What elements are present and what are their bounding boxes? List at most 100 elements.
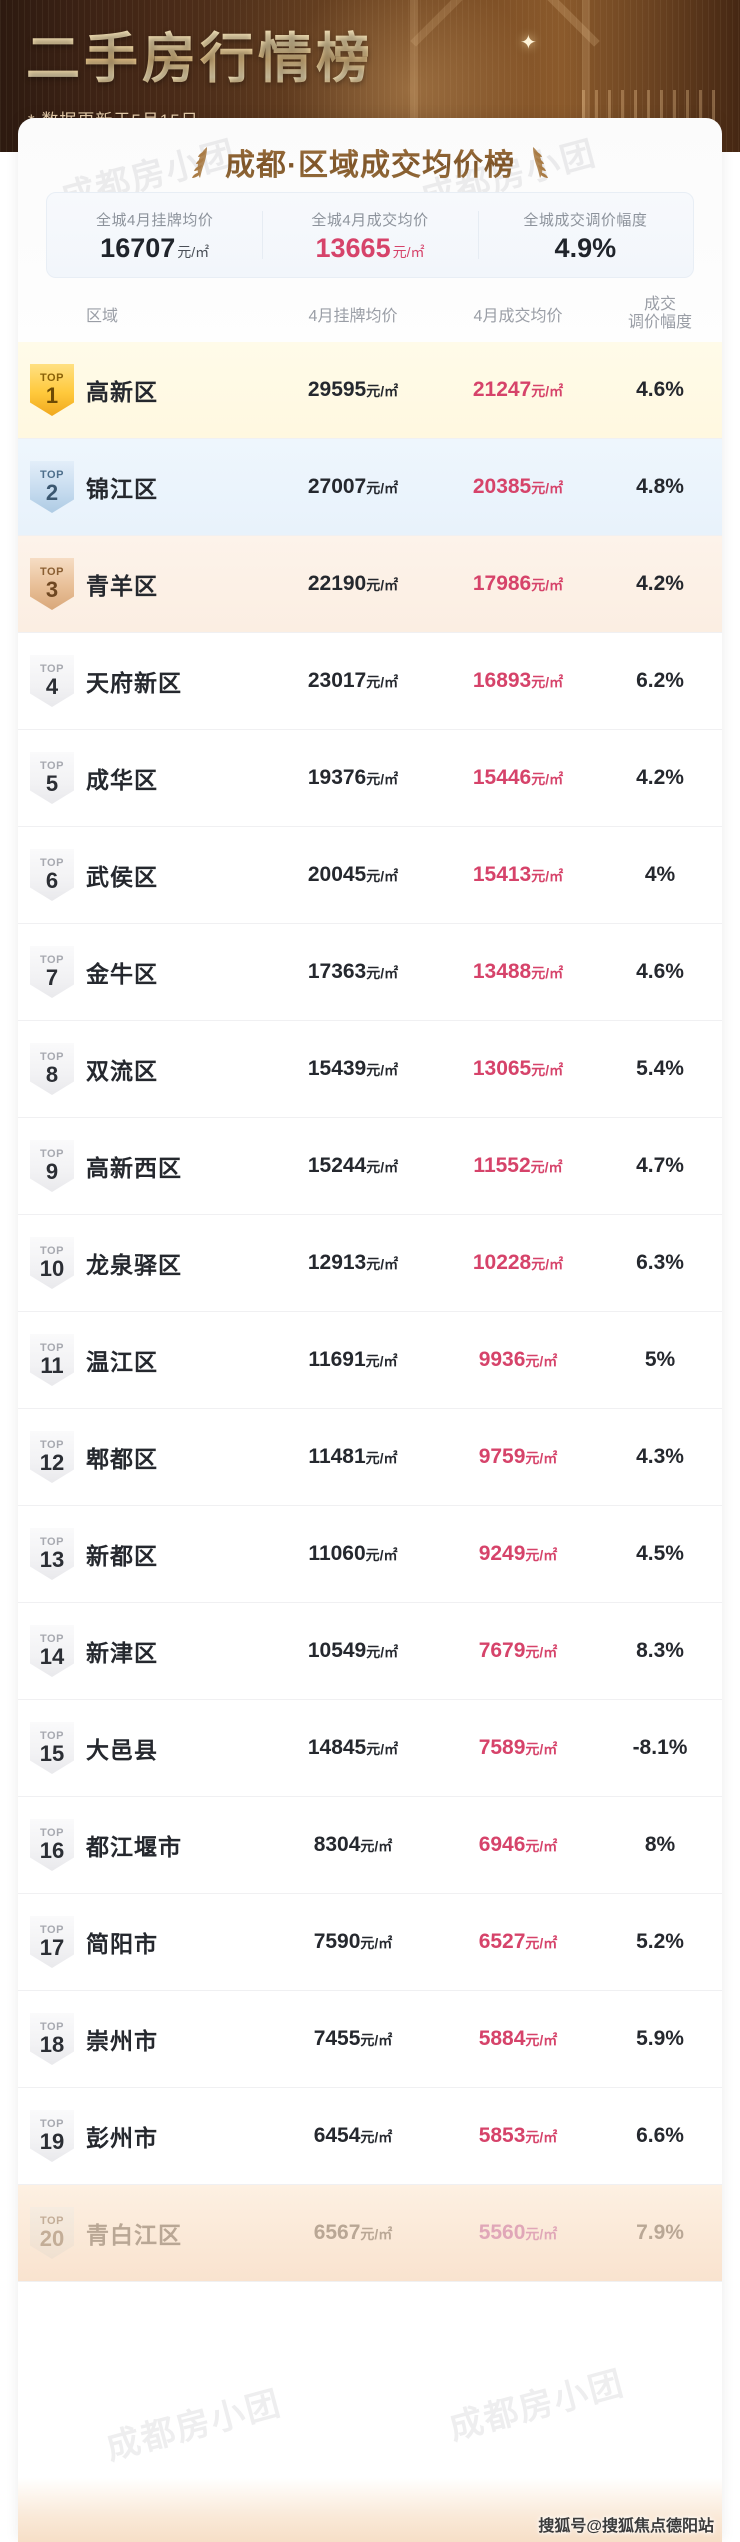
rank-badge: TOP 5 xyxy=(30,752,74,804)
deal-price-unit: 元/㎡ xyxy=(531,674,564,690)
listing-price: 23017元/㎡ xyxy=(268,669,438,693)
listing-price-unit: 元/㎡ xyxy=(366,674,399,690)
rank-badge-label: TOP xyxy=(40,857,64,869)
listing-price-unit: 元/㎡ xyxy=(366,1741,399,1757)
table-row[interactable]: TOP 4 天府新区 23017元/㎡ 16893元/㎡ 6.2% xyxy=(18,633,722,730)
rank-badge: TOP 16 xyxy=(30,1819,74,1871)
price-change-rate: 4.8% xyxy=(636,475,684,498)
area-name: 龙泉驿区 xyxy=(86,1252,182,1278)
deal-price-unit: 元/㎡ xyxy=(531,383,564,399)
price-change-rate: 4.6% xyxy=(636,960,684,983)
listing-price-value: 29595 xyxy=(307,378,367,401)
price-change-rate: 4.6% xyxy=(636,378,684,401)
rank-cell: TOP 14 xyxy=(18,1625,86,1677)
deal-price: 20385元/㎡ xyxy=(438,475,598,499)
deal-price-value: 13065 xyxy=(472,1057,532,1080)
table-row[interactable]: TOP 2 锦江区 27007元/㎡ 20385元/㎡ 4.8% xyxy=(18,439,722,536)
ranking-card: 成都房小团 成都房小团 成都房小团 成都房小团 成都房小团 成都房小团 成都房小… xyxy=(18,118,722,2542)
deal-price-value: 6946 xyxy=(478,1833,526,1856)
table-row[interactable]: TOP 15 大邑县 14845元/㎡ 7589元/㎡ -8.1% xyxy=(18,1700,722,1797)
listing-price: 7455元/㎡ xyxy=(268,2027,438,2051)
deal-price-value: 16893 xyxy=(472,669,532,692)
rank-badge-label: TOP xyxy=(40,1245,64,1257)
rank-cell: TOP 13 xyxy=(18,1528,86,1580)
listing-price-unit: 元/㎡ xyxy=(360,1838,393,1854)
listing-price: 11691元/㎡ xyxy=(268,1348,438,1372)
rank-badge-label: TOP xyxy=(40,1051,64,1063)
table-row[interactable]: TOP 5 成华区 19376元/㎡ 15446元/㎡ 4.2% xyxy=(18,730,722,827)
rank-cell: TOP 12 xyxy=(18,1431,86,1483)
rank-badge-label: TOP xyxy=(40,1342,64,1354)
rank-badge: TOP 11 xyxy=(30,1334,74,1386)
header-deal-price: 4月成交均价 xyxy=(473,308,563,325)
deal-price-unit: 元/㎡ xyxy=(531,965,564,981)
deal-price: 17986元/㎡ xyxy=(438,572,598,596)
deal-price: 16893元/㎡ xyxy=(438,669,598,693)
rank-cell: TOP 8 xyxy=(18,1043,86,1095)
listing-price: 11481元/㎡ xyxy=(268,1445,438,1469)
rank-badge-label: TOP xyxy=(40,1439,64,1451)
stat-label: 全城4月成交均价 xyxy=(311,211,429,229)
deal-price: 21247元/㎡ xyxy=(438,378,598,402)
deal-price: 5884元/㎡ xyxy=(438,2027,598,2051)
table-row[interactable]: TOP 10 龙泉驿区 12913元/㎡ 10228元/㎡ 6.3% xyxy=(18,1215,722,1312)
table-row[interactable]: TOP 16 都江堰市 8304元/㎡ 6946元/㎡ 8% xyxy=(18,1797,722,1894)
price-change-rate: -8.1% xyxy=(632,1736,688,1759)
listing-price-value: 23017 xyxy=(307,669,367,692)
listing-price-value: 8304 xyxy=(313,1833,361,1856)
table-row[interactable]: TOP 18 崇州市 7455元/㎡ 5884元/㎡ 5.9% xyxy=(18,1991,722,2088)
listing-price: 22190元/㎡ xyxy=(268,572,438,596)
rank-badge-number: 8 xyxy=(45,1062,59,1087)
table-row[interactable]: TOP 12 郫都区 11481元/㎡ 9759元/㎡ 4.3% xyxy=(18,1409,722,1506)
header-price-change-line2: 调价幅度 xyxy=(627,314,692,331)
area-name: 简阳市 xyxy=(86,1931,158,1957)
table-row[interactable]: TOP 9 高新西区 15244元/㎡ 11552元/㎡ 4.7% xyxy=(18,1118,722,1215)
listing-price-unit: 元/㎡ xyxy=(366,1062,399,1078)
rank-badge-number: 13 xyxy=(39,1547,65,1572)
rank-cell: TOP 20 xyxy=(18,2207,86,2259)
rank-badge: TOP 9 xyxy=(30,1140,74,1192)
table-row[interactable]: TOP 3 青羊区 22190元/㎡ 17986元/㎡ 4.2% xyxy=(18,536,722,633)
house-outline-icon xyxy=(410,0,590,152)
table-row[interactable]: TOP 19 彭州市 6454元/㎡ 5853元/㎡ 6.6% xyxy=(18,2088,722,2185)
price-change-rate: 7.9% xyxy=(636,2221,684,2244)
table-row[interactable]: TOP 20 青白江区 6567元/㎡ 5560元/㎡ 7.9% xyxy=(18,2185,722,2282)
stat-unit: 元/㎡ xyxy=(177,243,210,260)
listing-price: 15439元/㎡ xyxy=(268,1057,438,1081)
table-row[interactable]: TOP 11 温江区 11691元/㎡ 9936元/㎡ 5% xyxy=(18,1312,722,1409)
deal-price: 10228元/㎡ xyxy=(438,1251,598,1275)
table-row[interactable]: TOP 13 新都区 11060元/㎡ 9249元/㎡ 4.5% xyxy=(18,1506,722,1603)
listing-price-value: 14845 xyxy=(307,1736,367,1759)
table-row[interactable]: TOP 17 简阳市 7590元/㎡ 6527元/㎡ 5.2% xyxy=(18,1894,722,1991)
table-row[interactable]: TOP 1 高新区 29595元/㎡ 21247元/㎡ 4.6% xyxy=(18,342,722,439)
rank-badge-number: 2 xyxy=(45,480,59,505)
rank-badge-number: 16 xyxy=(39,1838,65,1863)
deal-price-unit: 元/㎡ xyxy=(531,771,564,787)
area-name: 彭州市 xyxy=(86,2125,158,2151)
rank-badge-number: 5 xyxy=(45,771,59,796)
area-name: 锦江区 xyxy=(86,476,158,502)
footer-watermark: 搜狐号@搜狐焦点德阳站 xyxy=(538,2518,714,2535)
price-change-rate: 4.5% xyxy=(636,1542,684,1565)
header-area: 区域 xyxy=(86,308,119,325)
listing-price-value: 11060 xyxy=(308,1542,366,1565)
table-header: 区域 4月挂牌均价 4月成交均价 成交 调价幅度 xyxy=(18,286,722,342)
table-row[interactable]: TOP 7 金牛区 17363元/㎡ 13488元/㎡ 4.6% xyxy=(18,924,722,1021)
deal-price: 6527元/㎡ xyxy=(438,1930,598,1954)
rank-cell: TOP 11 xyxy=(18,1334,86,1386)
table-row[interactable]: TOP 14 新津区 10549元/㎡ 7679元/㎡ 8.3% xyxy=(18,1603,722,1700)
wheat-left-icon xyxy=(192,147,207,178)
price-change-rate: 4% xyxy=(644,863,676,886)
rank-badge-number: 20 xyxy=(39,2226,65,2251)
table-row[interactable]: TOP 6 武侯区 20045元/㎡ 15413元/㎡ 4% xyxy=(18,827,722,924)
area-name: 成华区 xyxy=(86,767,158,793)
deal-price-value: 5560 xyxy=(478,2221,526,2244)
listing-price-unit: 元/㎡ xyxy=(366,577,399,593)
deal-price-unit: 元/㎡ xyxy=(531,868,564,884)
stat-label: 全城4月挂牌均价 xyxy=(95,211,214,229)
listing-price-value: 17363 xyxy=(307,960,367,983)
price-change-rate: 6.2% xyxy=(636,669,684,692)
area-name: 新津区 xyxy=(86,1640,158,1666)
deal-price-unit: 元/㎡ xyxy=(525,1838,558,1854)
table-row[interactable]: TOP 8 双流区 15439元/㎡ 13065元/㎡ 5.4% xyxy=(18,1021,722,1118)
